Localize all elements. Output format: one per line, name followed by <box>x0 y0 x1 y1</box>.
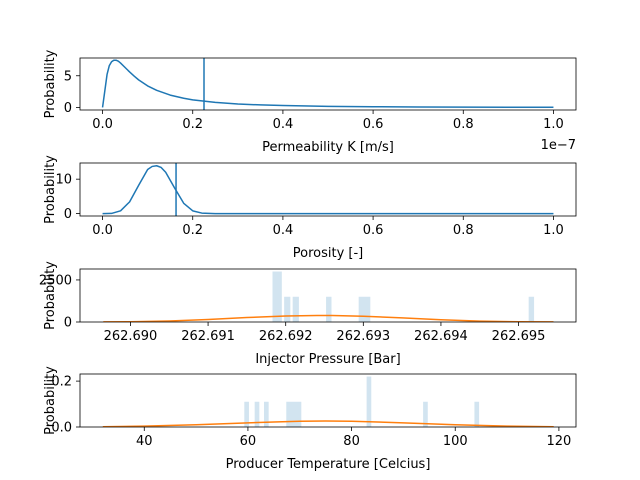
x-axis-label: Producer Temperature [Celcius] <box>226 457 431 472</box>
histogram-bar <box>358 296 371 322</box>
x-tick-label: 0.4 <box>273 117 294 132</box>
x-tick-label: 262.695 <box>492 329 546 344</box>
x-tick-label: 1.0 <box>543 117 564 132</box>
density-line <box>103 314 554 322</box>
y-tick-label: 10 <box>55 173 72 188</box>
x-tick-label: 0.0 <box>92 223 113 238</box>
x-tick-label: 120 <box>546 434 571 449</box>
y-tick-label: 0.2 <box>51 375 72 390</box>
x-tick-label: 0.2 <box>182 223 203 238</box>
x-tick-label: 60 <box>240 434 257 449</box>
y-axis-label: Probability <box>43 261 58 330</box>
histogram-bar <box>254 401 260 427</box>
histogram-bar <box>286 401 302 427</box>
density-line <box>102 420 554 427</box>
x-tick-label: 0.4 <box>273 223 294 238</box>
axes-frame <box>79 57 577 111</box>
y-tick-label: 2500 <box>39 273 72 288</box>
pdf-line <box>102 165 554 215</box>
histogram-bar <box>244 401 249 427</box>
histogram-bar <box>292 296 299 322</box>
histogram-bar <box>474 401 480 427</box>
histogram-bar <box>366 376 372 427</box>
x-tick-label: 1.0 <box>543 223 564 238</box>
x-tick-label: 0.8 <box>453 223 474 238</box>
histogram-bar <box>284 296 291 322</box>
x-axis-label: Porosity [-] <box>293 246 363 261</box>
x-tick-label: 0.6 <box>363 117 384 132</box>
axes-frame <box>79 373 577 428</box>
pdf-line <box>101 59 554 109</box>
subplot-2: 0.0 0.2 0.4 0.6 0.8 1.0 0 10 Porosity [-] Probabi… <box>43 155 577 261</box>
x-tick-label: 40 <box>136 434 153 449</box>
subplot-1: 0.0 0.2 0.4 0.6 0.8 1.0 0 5 Permeability K [m/s]… <box>43 49 577 155</box>
x-tick-label: 262.691 <box>181 329 235 344</box>
x-tick-label: 0.0 <box>92 117 113 132</box>
x-tick-label: 262.694 <box>414 329 468 344</box>
axes-frame <box>79 162 577 217</box>
x-tick-label: 262.690 <box>104 329 158 344</box>
axes-frame <box>79 268 577 323</box>
histogram-bar <box>272 271 282 322</box>
x-tick-label: 0.6 <box>363 223 384 238</box>
x-tick-label: 100 <box>443 434 468 449</box>
y-tick-label: 0 <box>64 316 72 331</box>
x-axis-label: Injector Pressure [Bar] <box>255 352 400 367</box>
y-axis-label: Probability <box>43 49 58 118</box>
x-tick-label: 262.692 <box>259 329 313 344</box>
histogram-bar <box>263 401 269 427</box>
y-tick-label: 5 <box>64 69 72 84</box>
y-tick-label: 0 <box>64 207 72 222</box>
subplot-3: 262.690 262.691 262.692 262.693 262.694 262.6… <box>39 261 577 367</box>
y-tick-label: 0.0 <box>51 421 72 436</box>
y-tick-label: 0 <box>64 101 72 116</box>
x-tick-label: 0.8 <box>453 117 474 132</box>
y-axis-label: Probability <box>43 366 58 435</box>
histogram-bar <box>528 296 535 322</box>
x-tick-label: 0.2 <box>182 117 203 132</box>
x-axis-label: Permeability K [m/s] <box>262 140 394 155</box>
x-tick-label: 262.693 <box>336 329 390 344</box>
histogram-bar <box>423 401 428 427</box>
x-tick-label: 80 <box>343 434 360 449</box>
histogram-bar <box>326 296 332 322</box>
x-offset-label: 1e−7 <box>541 138 576 153</box>
subplot-4: 40 60 80 100 120 0.0 0.2 Producer Temperature [… <box>43 366 577 472</box>
y-axis-label: Probability <box>43 155 58 224</box>
